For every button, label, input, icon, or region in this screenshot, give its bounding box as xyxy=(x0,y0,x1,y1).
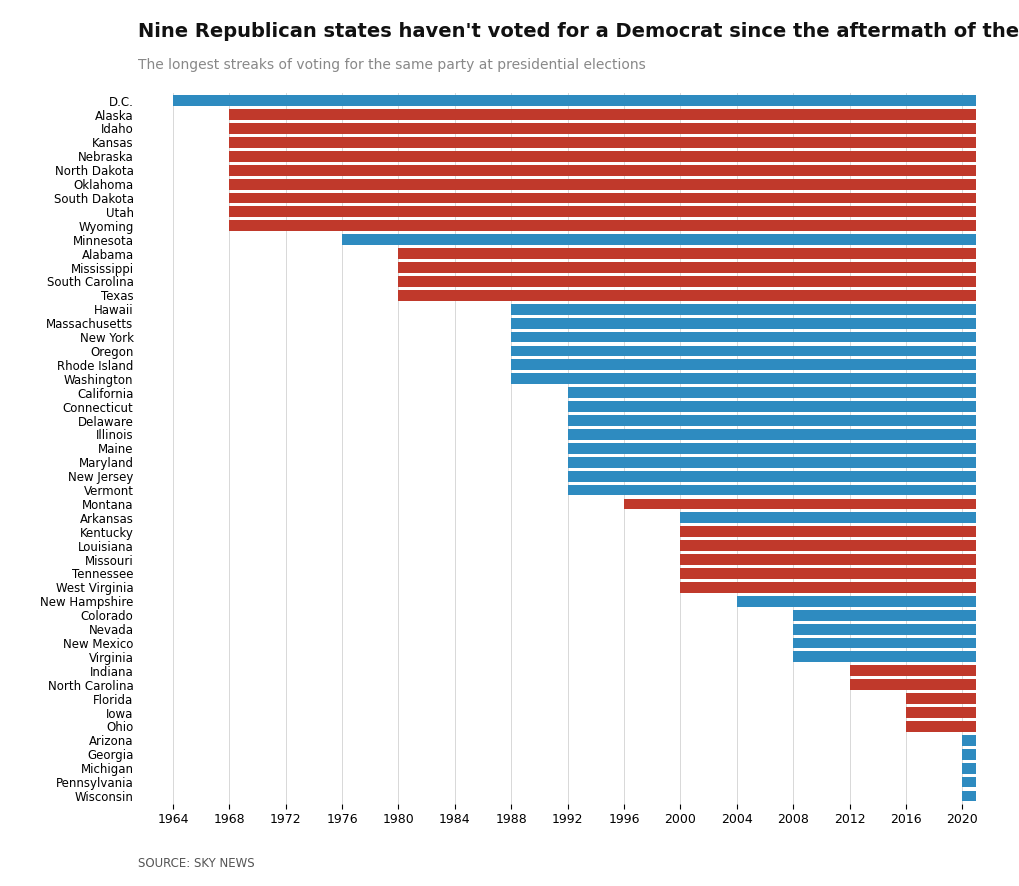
Bar xyxy=(680,568,975,579)
Bar xyxy=(961,734,975,746)
Bar xyxy=(961,763,975,773)
Bar xyxy=(680,540,975,551)
Bar xyxy=(849,680,975,690)
Bar xyxy=(511,318,975,329)
Bar xyxy=(229,137,975,148)
Bar xyxy=(905,721,975,732)
Bar xyxy=(568,415,975,426)
Text: The longest streaks of voting for the same party at presidential elections: The longest streaks of voting for the sa… xyxy=(138,58,645,72)
Bar xyxy=(568,457,975,468)
Bar xyxy=(568,485,975,495)
Bar xyxy=(398,248,975,259)
Bar xyxy=(173,96,975,106)
Bar xyxy=(229,123,975,134)
Bar xyxy=(568,470,975,482)
Bar xyxy=(229,165,975,175)
Bar xyxy=(229,206,975,217)
Bar xyxy=(793,624,975,634)
Bar xyxy=(905,693,975,704)
Bar xyxy=(624,499,975,509)
Bar xyxy=(568,429,975,439)
Bar xyxy=(961,790,975,801)
Bar xyxy=(398,262,975,273)
Bar xyxy=(736,596,975,607)
Bar xyxy=(398,290,975,300)
Bar xyxy=(229,192,975,204)
Bar xyxy=(511,346,975,356)
Bar xyxy=(511,304,975,315)
Bar xyxy=(229,151,975,162)
Bar xyxy=(568,443,975,454)
Bar xyxy=(680,526,975,537)
Bar xyxy=(793,610,975,620)
Bar xyxy=(229,109,975,120)
Bar xyxy=(568,401,975,412)
Bar xyxy=(680,554,975,565)
Bar xyxy=(680,582,975,593)
Bar xyxy=(511,360,975,370)
Bar xyxy=(511,373,975,385)
Bar xyxy=(961,777,975,788)
Text: Nine Republican states haven't voted for a Democrat since the aftermath of the J: Nine Republican states haven't voted for… xyxy=(138,22,1019,41)
Bar xyxy=(680,512,975,524)
Bar xyxy=(229,221,975,231)
Bar xyxy=(568,387,975,398)
Bar xyxy=(961,749,975,759)
Bar xyxy=(398,276,975,287)
Text: SOURCE: SKY NEWS: SOURCE: SKY NEWS xyxy=(138,857,254,870)
Bar xyxy=(511,331,975,343)
Bar xyxy=(793,651,975,663)
Bar xyxy=(341,234,975,245)
Bar xyxy=(905,707,975,718)
Bar xyxy=(229,179,975,190)
Bar xyxy=(793,638,975,649)
Bar xyxy=(849,665,975,676)
